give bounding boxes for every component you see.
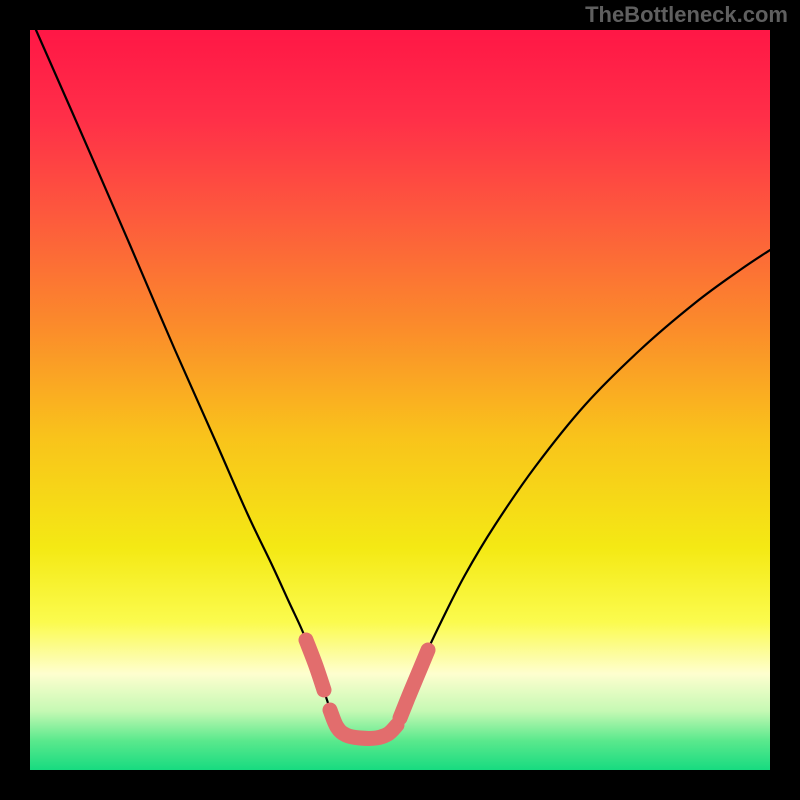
curves-layer bbox=[30, 30, 770, 770]
curve-right bbox=[395, 250, 770, 730]
overlay-segment-1 bbox=[330, 710, 397, 738]
plot-area bbox=[30, 30, 770, 770]
curve-left bbox=[36, 30, 338, 730]
watermark-text: TheBottleneck.com bbox=[585, 2, 788, 28]
chart-container: TheBottleneck.com bbox=[0, 0, 800, 800]
overlay-segment-0 bbox=[306, 640, 324, 690]
overlay-segment-2 bbox=[400, 650, 428, 718]
